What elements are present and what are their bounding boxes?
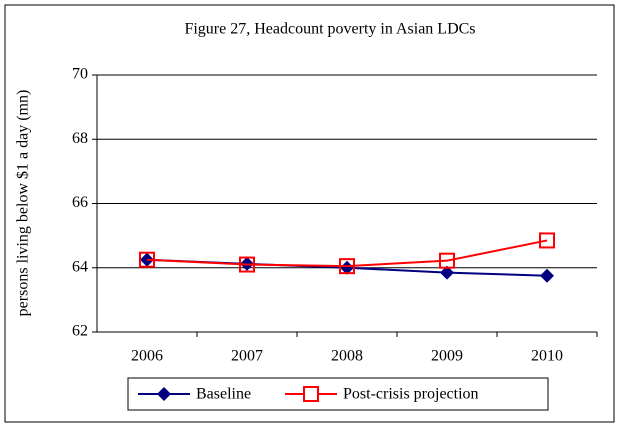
series-line <box>146 239 548 268</box>
legend-label: Post-crisis projection <box>343 386 479 403</box>
y-tick-label: 70 <box>72 66 88 83</box>
square-marker <box>239 256 255 273</box>
y-tick-label: 62 <box>72 323 88 340</box>
square-marker <box>439 252 455 269</box>
chart-title: Figure 27, Headcount poverty in Asian LD… <box>184 21 475 38</box>
square-marker <box>139 251 155 268</box>
legend-marker <box>303 386 319 402</box>
x-tick-label: 2009 <box>431 348 463 365</box>
x-tick-label: 2007 <box>231 348 263 365</box>
square-marker <box>339 258 355 275</box>
diamond-marker <box>340 260 354 275</box>
y-axis-label: persons living below $1 a day (mn) <box>15 90 32 317</box>
chart-frame <box>4 4 615 423</box>
y-tick-label: 64 <box>72 258 88 275</box>
diamond-marker <box>540 268 554 283</box>
legend <box>127 377 549 411</box>
legend-label: Baseline <box>196 386 251 403</box>
x-tick-label: 2010 <box>531 348 563 365</box>
y-tick-label: 66 <box>72 194 88 211</box>
legend-marker <box>157 387 171 401</box>
x-tick-label: 2008 <box>331 348 363 365</box>
diamond-marker <box>440 265 454 280</box>
square-marker <box>539 232 555 249</box>
y-tick-label: 68 <box>72 130 88 147</box>
x-tick-label: 2006 <box>131 348 163 365</box>
